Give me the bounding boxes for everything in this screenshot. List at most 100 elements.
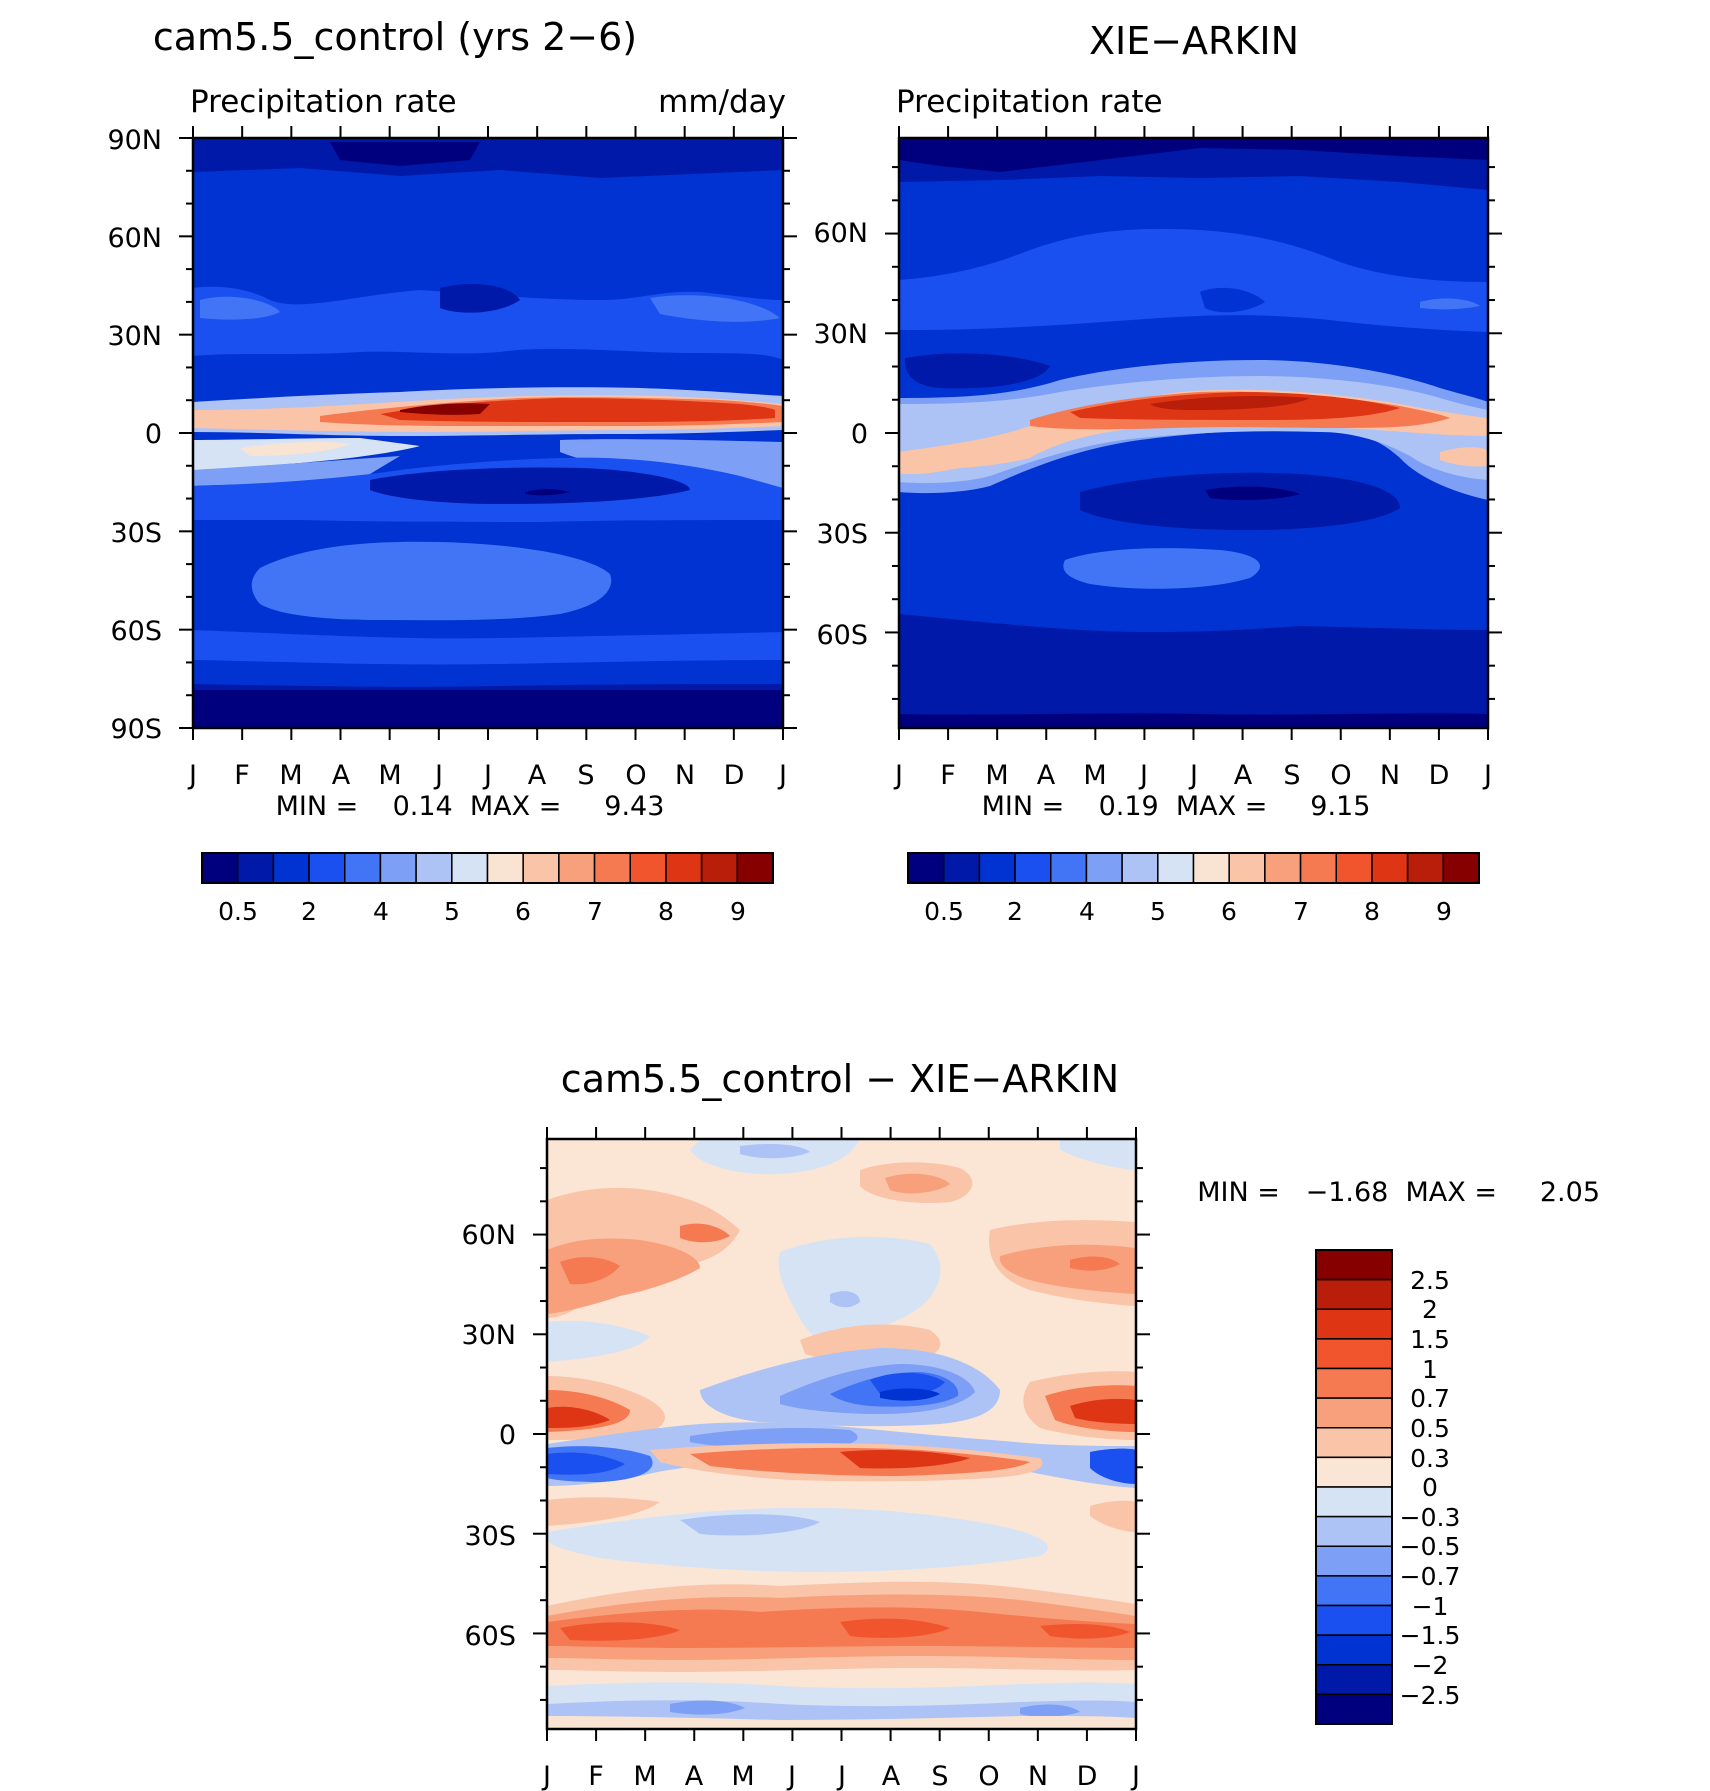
panel2-xlabel: F xyxy=(940,760,956,791)
cbar1-label: 6 xyxy=(515,897,531,926)
panel3-colorbar xyxy=(1315,1249,1393,1725)
panel1-colorbar-labels: 0.5 2 4 5 6 7 8 9 xyxy=(218,897,746,926)
panel-obs: XIE−ARKIN Precipitation rate xyxy=(813,19,1502,926)
colorbar-swatch xyxy=(379,852,417,884)
colorbar-swatch xyxy=(1315,1575,1393,1607)
colorbar-swatch xyxy=(736,852,774,884)
panel-model: cam5.5_control (yrs 2−6) Precipitation r… xyxy=(107,15,797,926)
panel1-xlabel: M xyxy=(279,760,302,791)
colorbar-swatch xyxy=(1315,1634,1393,1666)
panel2-north-dark-a xyxy=(1200,287,1265,313)
panel3-eq-warm-core xyxy=(840,1450,970,1469)
colorbar-swatch xyxy=(1315,1427,1393,1459)
panel2-colorbar xyxy=(907,852,1480,884)
panel2-xlabel: A xyxy=(1037,760,1056,791)
cbar3-label: −2.5 xyxy=(1400,1681,1461,1710)
panel1-north-mid xyxy=(193,286,783,360)
panel2-xlabel: J xyxy=(893,760,903,791)
panel3-ylabel-30n: 30N xyxy=(461,1320,516,1351)
panel3-xlabel: J xyxy=(1130,1761,1140,1791)
panel3-ylabel-30s: 30S xyxy=(465,1521,517,1552)
colorbar-swatch xyxy=(1315,1604,1393,1636)
colorbar-swatch xyxy=(629,852,667,884)
panel1-xlabel: F xyxy=(234,760,250,791)
colorbar-swatch xyxy=(1315,1278,1393,1310)
panel3-xlabel: D xyxy=(1077,1761,1098,1791)
cbar3-label: 0.3 xyxy=(1410,1444,1450,1473)
cbar1-label: 8 xyxy=(658,897,674,926)
cbar3-label: 0.5 xyxy=(1410,1414,1450,1443)
panel1-ylabel-90n: 90N xyxy=(107,125,162,156)
panel1-xlabel: D xyxy=(724,760,745,791)
cbar2-label: 0.5 xyxy=(924,897,964,926)
cbar2-label: 9 xyxy=(1436,897,1452,926)
panel2-warm-patch-a xyxy=(899,446,1020,474)
panel3-xlabel: J xyxy=(541,1761,551,1791)
panel1-field xyxy=(193,138,783,728)
panel3-eq-blue-left-core xyxy=(547,1452,625,1475)
panel1-xlabel: J xyxy=(777,760,787,791)
panel3-s60-warm-strong xyxy=(547,1607,1136,1648)
colorbar-swatch xyxy=(665,852,703,884)
panel3-s85-warm xyxy=(547,1716,1136,1729)
cbar3-label: 2 xyxy=(1422,1295,1438,1324)
colorbar-outline xyxy=(907,852,1480,884)
cbar3-label: 1.5 xyxy=(1410,1325,1450,1354)
panel1-south-dark-a xyxy=(370,467,690,504)
panel3-s30-blue xyxy=(547,1507,1048,1572)
panel2-xlabel: M xyxy=(1083,760,1106,791)
panel3-xlabel: O xyxy=(978,1761,999,1791)
panel1-arctic-core xyxy=(330,142,480,166)
panel3-ylabel-60s: 60S xyxy=(465,1621,517,1652)
panel1-ylabel-30n: 30N xyxy=(107,321,162,352)
panel1-xlabel: S xyxy=(577,760,594,791)
panel3-xlabel: J xyxy=(786,1761,796,1791)
colorbar-swatch xyxy=(942,852,981,884)
panel3-xlabel: J xyxy=(836,1761,846,1791)
panel3-s80-blue-core-b xyxy=(1020,1704,1080,1717)
panel3-xlabel: S xyxy=(931,1761,948,1791)
panel2-south-core xyxy=(1205,486,1300,501)
cbar2-label: 5 xyxy=(1150,897,1166,926)
cbar1-label: 4 xyxy=(373,897,389,926)
colorbar-swatch xyxy=(415,852,453,884)
panel3-xlabel: A xyxy=(882,1761,901,1791)
panel3-n60-core-c xyxy=(1070,1256,1120,1271)
panel1-ticks xyxy=(179,126,797,740)
panel3-xlabel: M xyxy=(633,1761,656,1791)
colorbar-swatch xyxy=(593,852,631,884)
panel1-xlabel: N xyxy=(675,760,695,791)
panel2-arctic-core xyxy=(899,138,1488,172)
panel1-southern-ocean-a xyxy=(193,630,783,665)
colorbar-swatch xyxy=(1315,1397,1393,1429)
panel2-warm-patch-b xyxy=(1440,447,1488,467)
panel1-xlabel: O xyxy=(625,760,646,791)
colorbar-swatch xyxy=(1315,1308,1393,1340)
panel1-ylabel-30s: 30S xyxy=(111,518,163,549)
colorbar-swatch xyxy=(1406,852,1445,884)
colorbar-swatch xyxy=(1315,1486,1393,1518)
cbar3-label: 1 xyxy=(1422,1355,1438,1384)
panel2-title: XIE−ARKIN xyxy=(1089,19,1299,63)
panel1-ylabel-90s: 90S xyxy=(111,714,163,745)
panel3-n60-core-a xyxy=(560,1257,620,1285)
colorbar-swatch xyxy=(522,852,560,884)
cbar3-label: −1.5 xyxy=(1400,1621,1461,1650)
panel3-n45-blue-c xyxy=(830,1291,860,1308)
colorbar-swatch xyxy=(1442,852,1480,884)
colorbar-swatch xyxy=(1315,1693,1393,1725)
panel1-south-core-a xyxy=(525,489,570,496)
panel1-subtitle-right: mm/day xyxy=(658,84,786,120)
colorbar-swatch xyxy=(486,852,524,884)
panel3-xlabel: N xyxy=(1028,1761,1048,1791)
panel1-xlabel: J xyxy=(433,760,443,791)
colorbar-swatch xyxy=(236,852,275,884)
panel2-subtitle-left: Precipitation rate xyxy=(896,84,1163,120)
panel1-south-light xyxy=(193,438,420,470)
panel2-xlabel: M xyxy=(985,760,1008,791)
panel2-south-dark xyxy=(1080,472,1400,530)
panel2-ticks xyxy=(885,126,1502,740)
panel2-north-light xyxy=(899,228,1488,332)
panel1-north-patch-a xyxy=(200,296,280,320)
